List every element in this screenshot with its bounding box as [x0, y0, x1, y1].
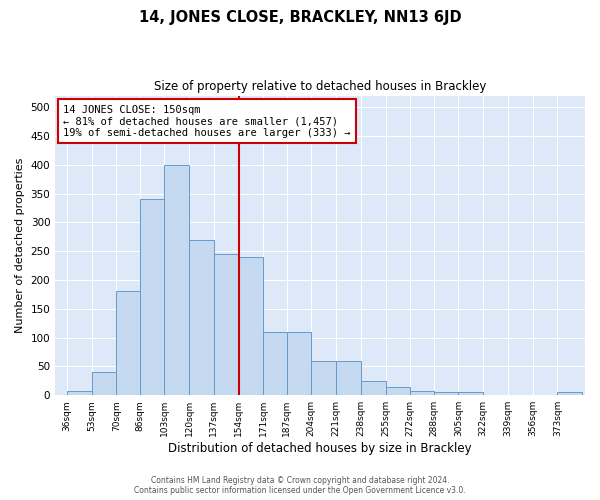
Text: 14, JONES CLOSE, BRACKLEY, NN13 6JD: 14, JONES CLOSE, BRACKLEY, NN13 6JD: [139, 10, 461, 25]
Bar: [336, 360, 361, 395]
Bar: [67, 390, 92, 395]
Bar: [410, 390, 434, 395]
Bar: [189, 240, 214, 395]
Bar: [263, 332, 287, 395]
Bar: [311, 360, 336, 395]
Bar: [434, 392, 458, 395]
Bar: [361, 381, 386, 395]
Bar: [287, 332, 311, 395]
Bar: [164, 164, 189, 395]
Bar: [239, 257, 263, 395]
Y-axis label: Number of detached properties: Number of detached properties: [15, 158, 25, 333]
Bar: [557, 392, 582, 395]
Bar: [116, 292, 140, 395]
Bar: [214, 254, 239, 395]
Text: 14 JONES CLOSE: 150sqm
← 81% of detached houses are smaller (1,457)
19% of semi-: 14 JONES CLOSE: 150sqm ← 81% of detached…: [63, 104, 350, 138]
Title: Size of property relative to detached houses in Brackley: Size of property relative to detached ho…: [154, 80, 486, 93]
Bar: [458, 392, 483, 395]
Text: Contains HM Land Registry data © Crown copyright and database right 2024.
Contai: Contains HM Land Registry data © Crown c…: [134, 476, 466, 495]
Bar: [140, 200, 164, 395]
X-axis label: Distribution of detached houses by size in Brackley: Distribution of detached houses by size …: [168, 442, 472, 455]
Bar: [386, 386, 410, 395]
Bar: [92, 372, 116, 395]
